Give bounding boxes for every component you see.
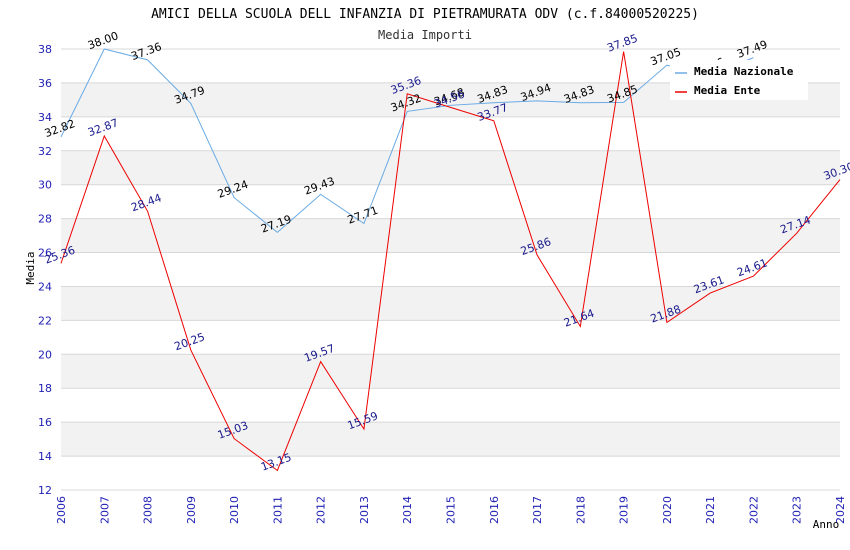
grid-band	[61, 184, 840, 219]
grid-band	[61, 422, 840, 457]
x-axis-label: Anno	[813, 518, 840, 531]
chart-subtitle: Media Importi	[378, 28, 472, 42]
y-tick-label: 16	[38, 416, 52, 429]
y-tick-label: 26	[38, 247, 52, 260]
y-tick-label: 14	[38, 450, 52, 463]
x-tick-label: 2009	[185, 496, 198, 524]
x-tick-label: 2022	[747, 496, 760, 524]
x-tick-label: 2024	[834, 496, 847, 524]
y-tick-label: 24	[38, 280, 52, 293]
x-tick-label: 2011	[271, 496, 284, 524]
grid-band	[61, 354, 840, 389]
x-tick-label: 2012	[315, 496, 328, 524]
x-tick-label: 2006	[55, 496, 68, 524]
grid-bands	[61, 49, 840, 490]
y-tick-label: 34	[38, 111, 52, 124]
grid-band	[61, 388, 840, 423]
x-axis-ticks: 2006 2007 2008 2009 2010 2011 2012 2013 2014 2015…	[55, 496, 847, 524]
x-tick-label: 2008	[142, 496, 155, 524]
y-tick-label: 18	[38, 382, 52, 395]
x-tick-label: 2023	[791, 496, 804, 524]
y-tick-label: 30	[38, 179, 52, 192]
x-tick-label: 2014	[401, 496, 414, 524]
grid-band	[61, 456, 840, 490]
legend: Media Nazionale Media Ente	[670, 60, 808, 100]
chart-title: AMICI DELLA SCUOLA DELL INFANZIA DI PIET…	[151, 7, 699, 22]
x-tick-label: 2015	[445, 496, 458, 524]
legend-label-media-nazionale: Media Nazionale	[694, 65, 794, 78]
x-tick-label: 2016	[488, 496, 501, 524]
series-line-media-ente	[60, 51, 841, 472]
y-axis-ticks: 12 14 16 18 20 22 24 26 28 30 32 34 36 38	[38, 43, 52, 497]
x-tick-label: 2017	[531, 496, 544, 524]
x-tick-label: 2007	[98, 496, 111, 524]
grid-band	[61, 150, 840, 185]
x-tick-label: 2020	[661, 496, 674, 524]
x-tick-label: 2013	[358, 496, 371, 524]
grid-band	[61, 252, 840, 287]
y-tick-label: 28	[38, 213, 52, 226]
grid-band	[61, 116, 840, 151]
y-axis-label: Media	[24, 251, 37, 284]
series-line-media-nazionale	[60, 48, 754, 234]
y-tick-label: 32	[38, 145, 52, 158]
x-tick-label: 2021	[704, 496, 717, 524]
grid-lines	[61, 48, 840, 491]
y-tick-label: 20	[38, 348, 52, 361]
legend-label-media-ente: Media Ente	[694, 84, 761, 97]
x-tick-label: 2010	[228, 496, 241, 524]
y-tick-label: 36	[38, 77, 52, 90]
y-tick-label: 22	[38, 314, 52, 327]
x-tick-label: 2019	[618, 496, 631, 524]
grid-band	[61, 286, 840, 321]
legend-box	[670, 60, 808, 100]
y-tick-label: 12	[38, 484, 52, 497]
x-tick-label: 2018	[574, 496, 587, 524]
series-layer	[60, 48, 841, 472]
y-tick-label: 38	[38, 43, 52, 56]
grid-band	[61, 218, 840, 253]
